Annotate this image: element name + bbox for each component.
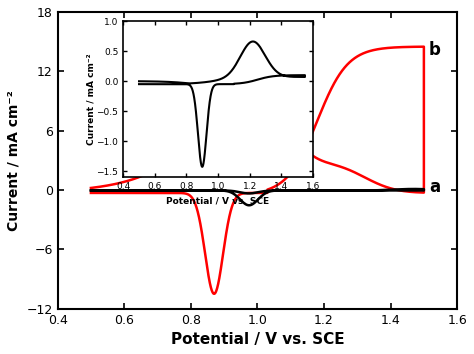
Text: a: a [429,178,440,196]
X-axis label: Potential / V vs. SCE: Potential / V vs. SCE [166,196,270,205]
Y-axis label: Current / mA cm⁻²: Current / mA cm⁻² [86,53,95,145]
Y-axis label: Current / mA cm⁻²: Current / mA cm⁻² [7,90,21,231]
X-axis label: Potential / V vs. SCE: Potential / V vs. SCE [171,332,344,347]
Text: b: b [429,40,441,58]
